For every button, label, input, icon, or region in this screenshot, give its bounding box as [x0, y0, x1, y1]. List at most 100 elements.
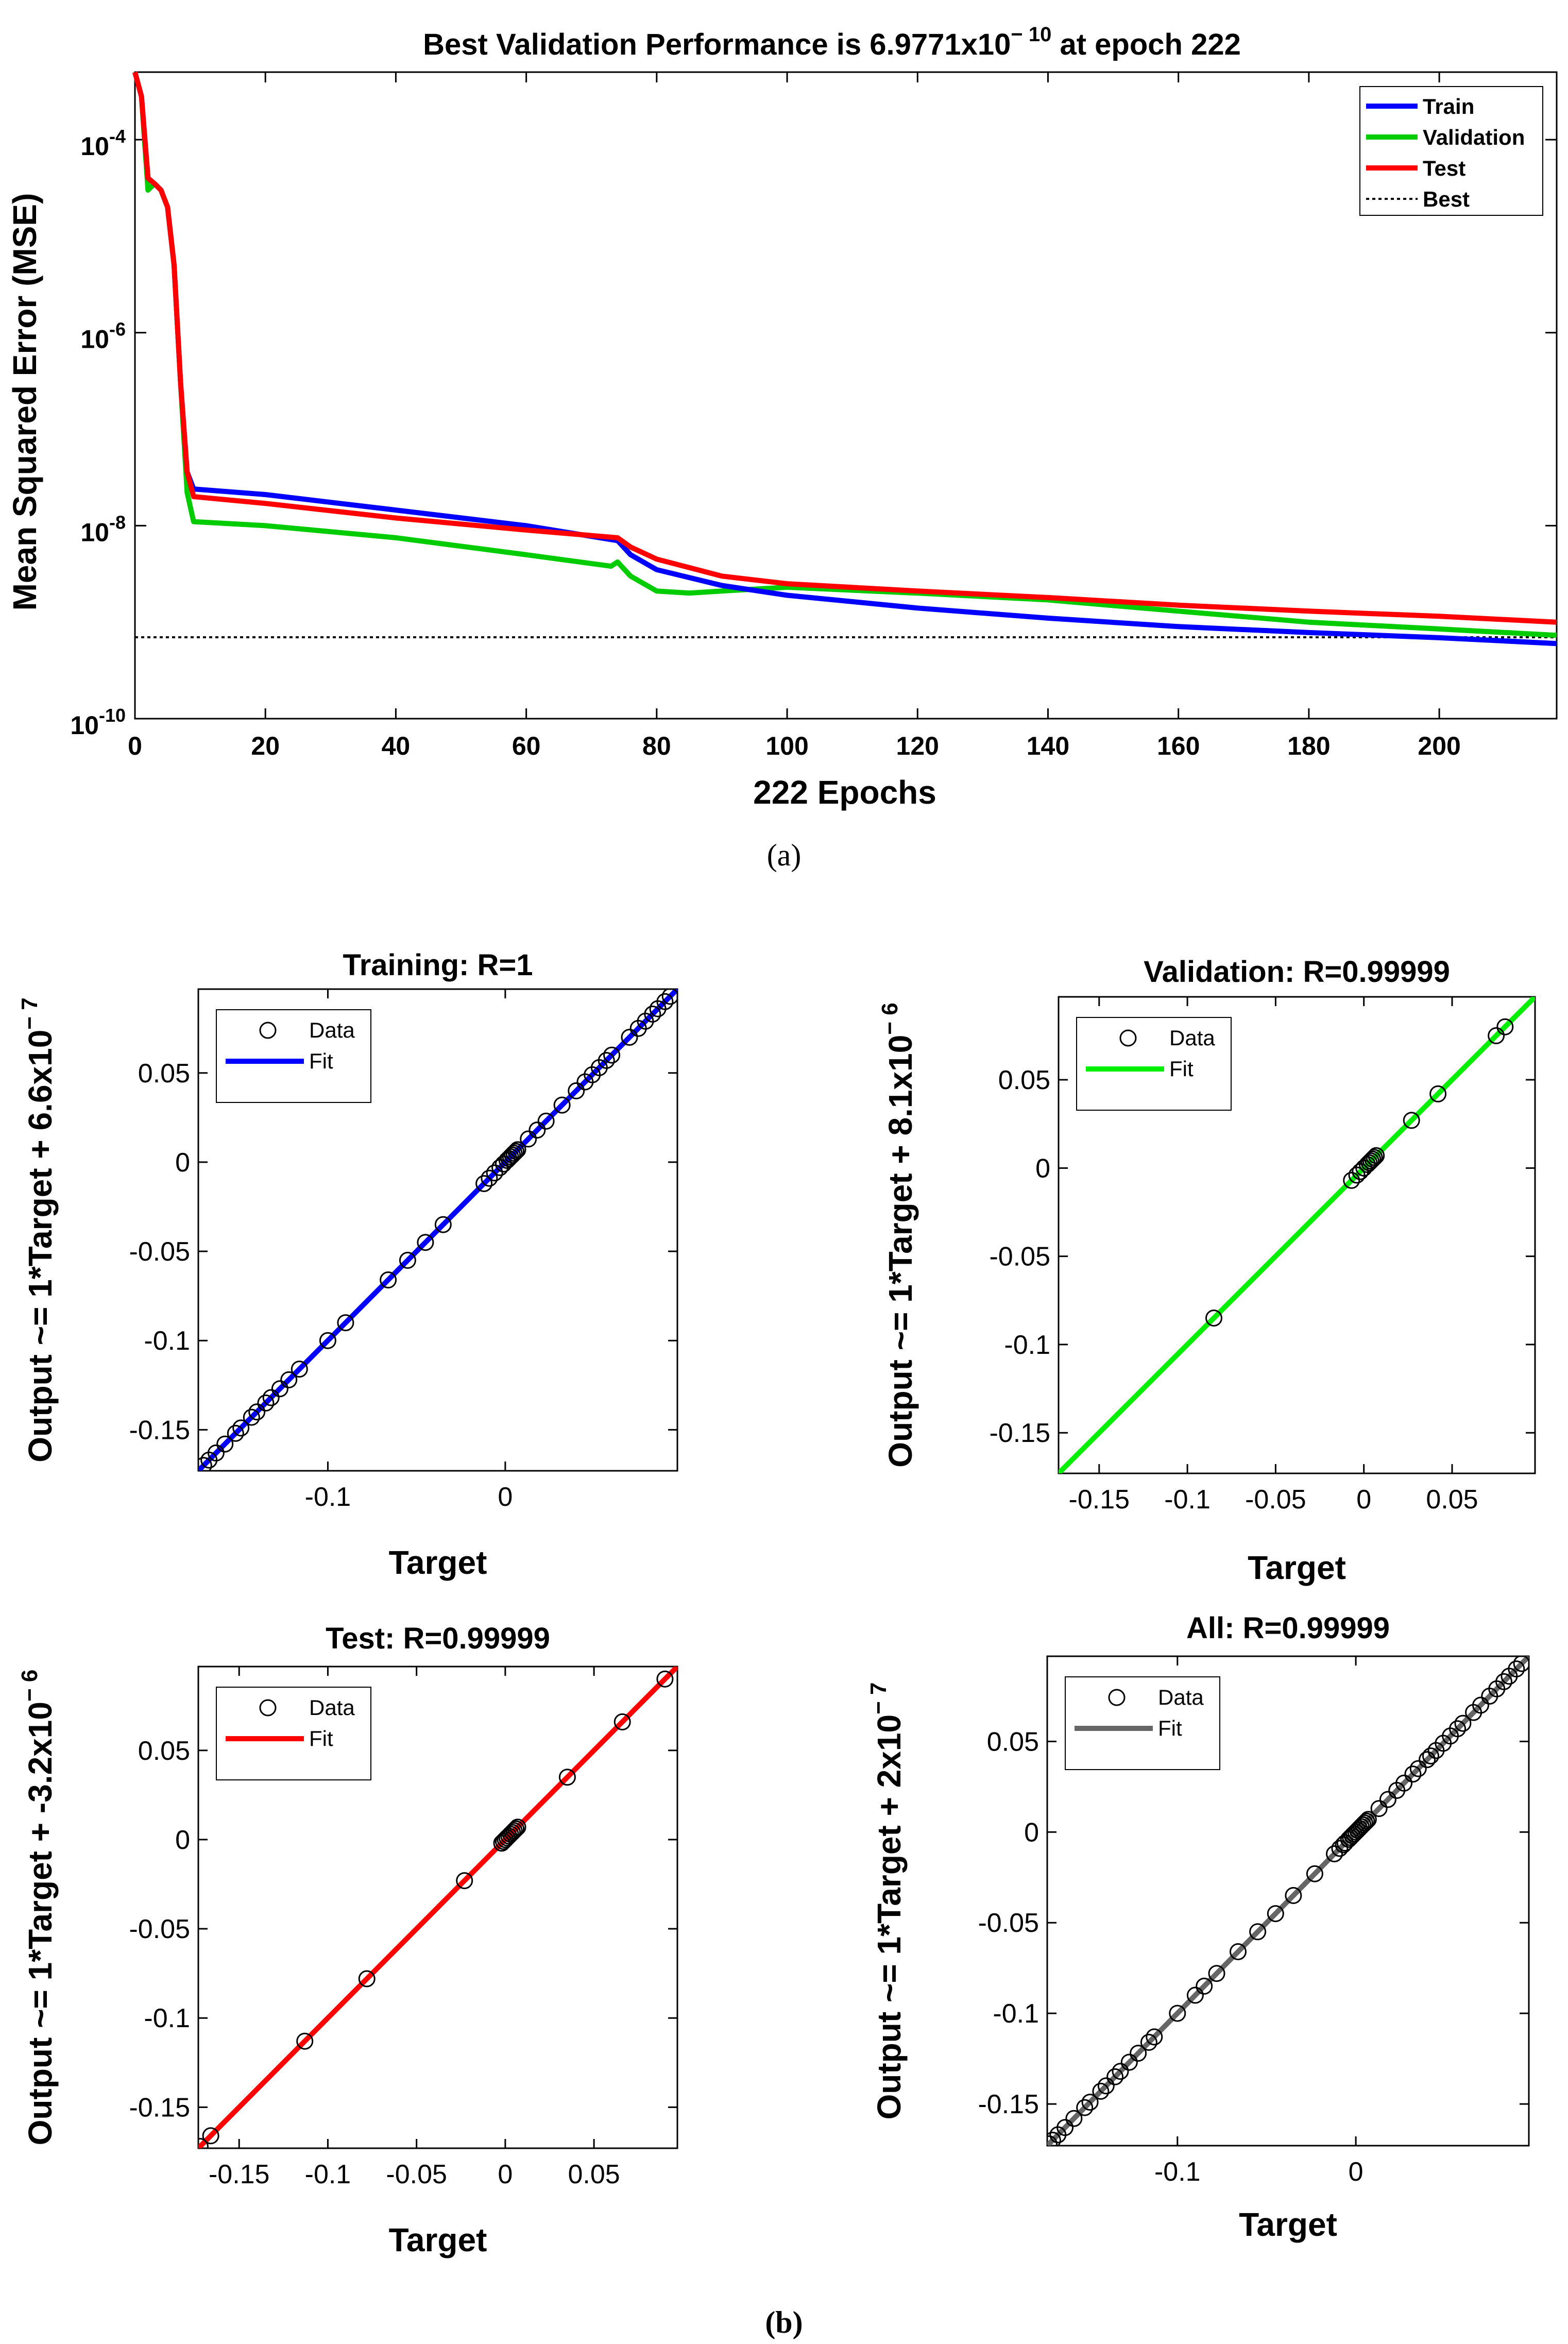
- data-point: [1331, 1840, 1349, 1857]
- data-point: [1065, 2110, 1083, 2127]
- y-tick-label: 10-8: [80, 512, 126, 547]
- data-point: [434, 1216, 452, 1233]
- x-tick-label: 0.05: [1426, 1485, 1478, 1515]
- legend-fit-label: Fit: [1169, 1057, 1194, 1081]
- data-point: [257, 1394, 275, 1412]
- data-point: [1112, 2063, 1129, 2080]
- caption-a: (a): [767, 838, 802, 872]
- x-tick-label: -0.15: [209, 2160, 270, 2189]
- x-tick-label: -0.1: [305, 1482, 351, 1512]
- data-point: [319, 1332, 336, 1349]
- regression-plot-training: Training: R=1 0.05 0 -0.05 -0.1 -0.15 -0.1 0 Tar…: [17, 948, 678, 1581]
- data-point: [613, 1713, 631, 1730]
- legend-fit-label: Fit: [309, 1049, 333, 1073]
- x-tick-label: 200: [1418, 732, 1460, 760]
- data-point: [232, 1419, 250, 1437]
- data-point: [1326, 1845, 1343, 1862]
- legend-fit-label: Fit: [309, 1726, 333, 1751]
- y-tick-label: -0.1: [993, 1999, 1039, 2029]
- fit-line: [198, 1667, 677, 2148]
- data-point: [475, 1175, 493, 1192]
- x-tick-label: 140: [1027, 732, 1069, 760]
- data-point: [1120, 2053, 1138, 2071]
- data-point: [1047, 2135, 1058, 2146]
- chart-title: Test: R=0.99999: [326, 1622, 550, 1655]
- legend-data-marker: [259, 1699, 277, 1717]
- y-tick-label: 0: [175, 1148, 190, 1178]
- x-tick-label: 0: [498, 2160, 513, 2189]
- data-point: [1429, 1085, 1447, 1102]
- title-tail: at epoch 222: [1051, 28, 1240, 61]
- data-point: [202, 2127, 219, 2145]
- data-point: [1403, 1112, 1420, 1129]
- data-point: [1495, 1673, 1512, 1690]
- x-tick-label: 60: [512, 732, 541, 760]
- y-tick-label: 10-6: [80, 319, 126, 354]
- legend-data-label: Data: [1158, 1685, 1204, 1709]
- y-tick-label: -0.15: [129, 1415, 190, 1445]
- legend-fit-label: Fit: [1158, 1716, 1182, 1740]
- y-tick-label: -0.15: [978, 2090, 1039, 2119]
- data-point: [621, 1029, 638, 1046]
- data-point: [1364, 1150, 1382, 1168]
- y-tick-label: 0: [175, 1825, 190, 1855]
- data-point: [380, 1271, 397, 1288]
- data-point: [1409, 1760, 1427, 1777]
- legend-data-marker: [1119, 1029, 1137, 1047]
- data-point: [1146, 2028, 1163, 2046]
- x-tick-label: 100: [765, 732, 808, 760]
- data-point: [1368, 1147, 1385, 1164]
- data-point: [399, 1251, 416, 1269]
- x-tick-label: -0.1: [1154, 2157, 1201, 2187]
- x-axis-ticks: 0 20 40 60 80 100 120 140 160 180 200: [128, 72, 1461, 760]
- data-point: [1395, 1774, 1413, 1792]
- x-axis-label: Target: [1239, 2206, 1337, 2243]
- x-tick-label: 120: [896, 732, 939, 760]
- data-point: [504, 1146, 521, 1164]
- legend-label-validation: Validation: [1423, 125, 1525, 149]
- legend: Train Validation Test Best: [1359, 86, 1543, 216]
- y-tick-label: -0.05: [129, 1914, 190, 1944]
- y-tick-label: -0.15: [989, 1418, 1050, 1448]
- data-point: [227, 1424, 244, 1442]
- y-tick-label: 0.05: [138, 1059, 190, 1089]
- chart-title: All: R=0.99999: [1186, 1611, 1390, 1645]
- data-point: [1196, 1977, 1213, 1995]
- data-point: [296, 2032, 314, 2050]
- regression-plot-all: All: R=0.99999 0.05 0 -0.05 -0.1 -0.15 -0.1 0 Ta…: [866, 1611, 1530, 2243]
- data-point: [1370, 1800, 1388, 1818]
- data-point: [280, 1371, 298, 1388]
- data-point: [1454, 1714, 1472, 1732]
- data-point: [1081, 2094, 1099, 2111]
- x-tick-label: 80: [642, 732, 671, 760]
- x-tick-label: 0: [1349, 2157, 1364, 2187]
- data-point: [1249, 1923, 1267, 1941]
- data-point: [504, 1824, 521, 1841]
- y-axis-label: Mean Squared Error (MSE): [6, 193, 43, 611]
- data-point: [529, 1122, 546, 1139]
- data-point: [337, 1314, 354, 1332]
- legend-label-best: Best: [1423, 187, 1470, 211]
- data-point: [1056, 2119, 1074, 2136]
- y-tick-label: -0.05: [978, 1908, 1039, 1938]
- data-point: [644, 1006, 661, 1023]
- performance-chart: Best Validation Performance is 6.9771x10…: [6, 23, 1558, 811]
- x-tick-label: -0.15: [1069, 1485, 1130, 1515]
- data-point: [1362, 1152, 1379, 1170]
- data-point: [1230, 1943, 1247, 1960]
- y-tick-label: 0: [1024, 1818, 1039, 1847]
- y-tick-label: 10-4: [80, 126, 126, 161]
- data-point: [553, 1096, 571, 1114]
- data-point: [1513, 1656, 1529, 1672]
- x-axis-label: Target: [389, 1544, 487, 1581]
- data-point: [568, 1082, 585, 1099]
- legend-label-train: Train: [1423, 94, 1474, 118]
- x-axis-label: Target: [389, 2221, 487, 2258]
- series-lines: [132, 71, 1557, 647]
- caption-b: (b): [765, 2305, 803, 2339]
- y-tick-label: 10-10: [70, 705, 126, 740]
- data-point: [1306, 1865, 1323, 1882]
- x-tick-label: 0: [1356, 1485, 1371, 1515]
- y-tick-label: -0.1: [1004, 1330, 1050, 1360]
